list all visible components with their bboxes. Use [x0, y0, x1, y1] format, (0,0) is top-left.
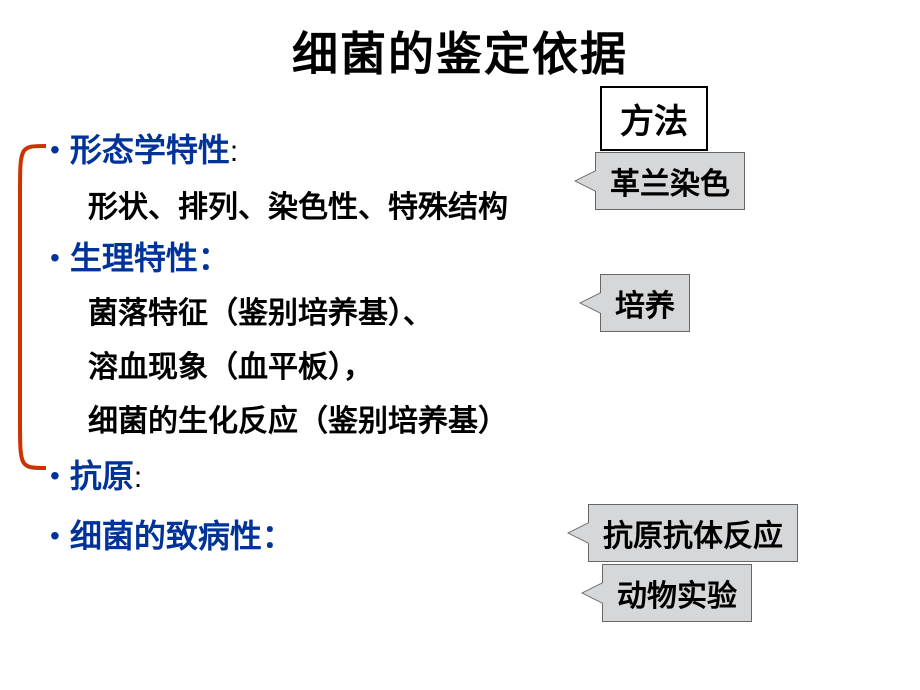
- sub-physiology-2: 溶血现象（血平板），: [88, 344, 570, 392]
- bullet-dot-icon: •: [50, 238, 60, 278]
- content-column: • 形态学特性: 形状、排列、染色性、特殊结构 • 生理特性： 菌落特征（鉴别培…: [50, 130, 570, 568]
- method-box: 方法: [600, 86, 708, 151]
- callout-antigen-antibody: 抗原抗体反应: [588, 504, 798, 562]
- colon: :: [230, 135, 238, 168]
- heading-physiology: 生理特性：: [70, 238, 230, 278]
- bullet-dot-icon: •: [50, 456, 60, 496]
- callout-animal-experiment: 动物实验: [602, 564, 752, 622]
- colon: :: [134, 461, 142, 494]
- bullet-dot-icon: •: [50, 516, 60, 556]
- bullet-antigen: • 抗原:: [50, 456, 570, 498]
- callout-label: 动物实验: [617, 580, 737, 613]
- callout-label: 培养: [615, 290, 675, 323]
- callout-label: 革兰染色: [610, 168, 730, 201]
- bullet-physiology: • 生理特性：: [50, 238, 570, 278]
- sub-physiology-1: 菌落特征（鉴别培养基）、: [88, 290, 570, 338]
- bracket-icon: [6, 144, 54, 470]
- heading-antigen: 抗原: [70, 458, 134, 494]
- bullet-pathogenicity: • 细菌的致病性：: [50, 516, 570, 556]
- callout-label: 抗原抗体反应: [603, 520, 783, 553]
- bullet-morphology: • 形态学特性:: [50, 130, 570, 172]
- heading-morphology: 形态学特性: [70, 132, 230, 168]
- slide-title: 细菌的鉴定依据: [0, 18, 920, 84]
- heading-pathogenicity: 细菌的致病性：: [70, 516, 294, 556]
- sub-morphology: 形状、排列、染色性、特殊结构: [88, 184, 570, 232]
- slide: 细菌的鉴定依据 • 形态学特性: 形状、排列、染色性、特殊结构 • 生理特性： …: [0, 0, 920, 690]
- bullet-dot-icon: •: [50, 130, 60, 170]
- callout-culture: 培养: [600, 274, 690, 332]
- sub-physiology-3: 细菌的生化反应（鉴别培养基）: [88, 398, 570, 446]
- callout-gram-stain: 革兰染色: [595, 152, 745, 210]
